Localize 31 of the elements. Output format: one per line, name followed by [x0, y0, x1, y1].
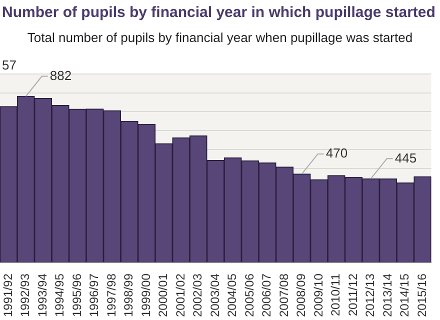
x-tick-label: 2005/06 — [242, 273, 256, 318]
x-tick-label: 1991/92 — [0, 273, 15, 318]
x-tick-label: 1998/99 — [122, 273, 136, 318]
x-tick-label: 2000/01 — [156, 273, 170, 318]
x-tick-label: 2003/04 — [208, 273, 222, 318]
text: 57 — [2, 58, 16, 73]
x-tick-label: 1996/97 — [87, 273, 102, 318]
x-tick-label: 2009/10 — [311, 273, 326, 318]
chart-subtitle: Total number of pupils by financial year when pupillage was started — [26, 30, 414, 47]
chart-title: Number of pupils by financial year in which pupillage started — [1, 3, 436, 23]
x-tick-label: 1999/00 — [138, 273, 153, 318]
data-label: 882 — [50, 68, 72, 83]
x-tick-label: 1992/93 — [18, 273, 32, 318]
x-tick-label: 1997/98 — [104, 273, 118, 318]
x-tick-label: 1993/94 — [35, 273, 50, 318]
x-tick-label: 1994/95 — [52, 273, 67, 318]
x-tick-label: 2002/03 — [190, 273, 205, 318]
x-tick-label: 2007/08 — [276, 273, 291, 318]
x-tick-label: 1995/96 — [70, 273, 84, 318]
x-tick-label: 2004/05 — [225, 273, 240, 318]
data-label: 470 — [326, 146, 348, 161]
x-tick-label: 2014/15 — [398, 273, 412, 318]
x-tick-label: 2012/13 — [363, 273, 378, 318]
x-tick-label: 2013/14 — [380, 273, 394, 318]
x-tick-label: 2001/02 — [173, 273, 188, 318]
data-label: 445 — [394, 150, 417, 166]
x-tick-label: 2010/11 — [328, 273, 343, 316]
x-tick-label: 2008/09 — [294, 273, 308, 318]
x-tick-label: 2011/12 — [346, 273, 360, 316]
x-tick-label: 2006/07 — [260, 273, 274, 318]
x-tick-label: 2015/16 — [414, 273, 429, 318]
